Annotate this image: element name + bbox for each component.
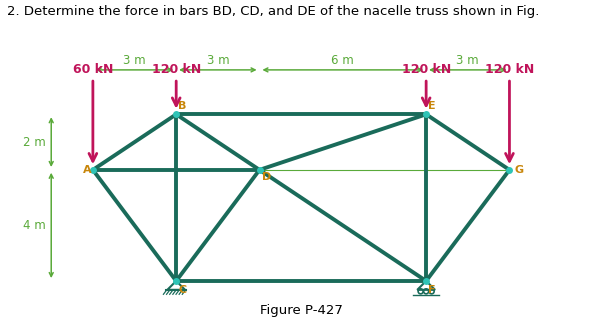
Text: 3 m: 3 m [123,54,146,67]
Text: G: G [514,165,523,175]
Text: 3 m: 3 m [207,54,229,67]
Text: F: F [428,284,436,295]
Text: D: D [262,172,271,182]
Text: 3 m: 3 m [456,54,479,67]
Text: A: A [83,165,92,175]
Text: 2 m: 2 m [23,136,46,149]
Text: 120 kN: 120 kN [485,63,534,76]
Text: 120 kN: 120 kN [402,63,451,76]
Text: 60 kN: 60 kN [72,63,113,76]
Text: 120 kN: 120 kN [151,63,201,76]
Text: C: C [178,284,187,295]
Text: 4 m: 4 m [23,219,46,232]
Text: 2. Determine the force in bars BD, CD, and DE of the nacelle truss shown in Fig.: 2. Determine the force in bars BD, CD, a… [7,5,539,18]
Text: 6 m: 6 m [331,54,354,67]
Text: B: B [178,101,187,111]
Text: Figure P-427: Figure P-427 [260,304,343,317]
Text: E: E [428,101,436,111]
